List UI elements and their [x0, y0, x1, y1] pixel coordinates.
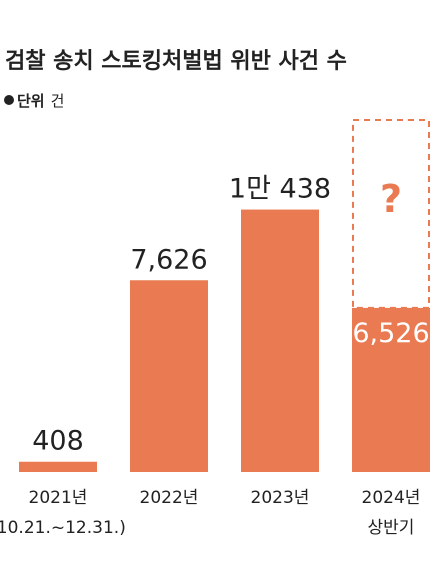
- unit-value: 건: [51, 92, 65, 110]
- category-label-4: 2024년: [362, 488, 421, 508]
- chart-title: 검찰 송치 스토킹처벌법 위반 사건 수: [5, 49, 347, 74]
- bar-4: [352, 307, 430, 472]
- category-sublabel-1: (10.21.~12.31.): [0, 518, 126, 538]
- value-label-1: 408: [32, 426, 84, 457]
- unit-bullet-icon: [4, 95, 14, 105]
- bar-1: [19, 461, 97, 472]
- bars-layer: [19, 119, 430, 473]
- pending-question-mark: ?: [380, 177, 402, 221]
- bar-2: [130, 280, 208, 472]
- labels-layer: 408 2021년 (10.21.~12.31.) 7,626 2022년 1만 438 2…: [0, 174, 430, 538]
- value-label-3: 1만 438: [229, 174, 331, 205]
- value-label-2: 7,626: [130, 244, 207, 275]
- unit-prefix: 단위: [17, 92, 45, 110]
- unit-label: 단위 건: [17, 92, 64, 110]
- category-sublabel-4: 상반기: [368, 518, 415, 538]
- category-label-1: 2021년: [29, 488, 88, 508]
- bar-3: [241, 209, 319, 473]
- value-label-4: 6,526: [352, 318, 429, 349]
- category-label-3: 2023년: [251, 488, 310, 508]
- category-label-2: 2022년: [140, 488, 199, 508]
